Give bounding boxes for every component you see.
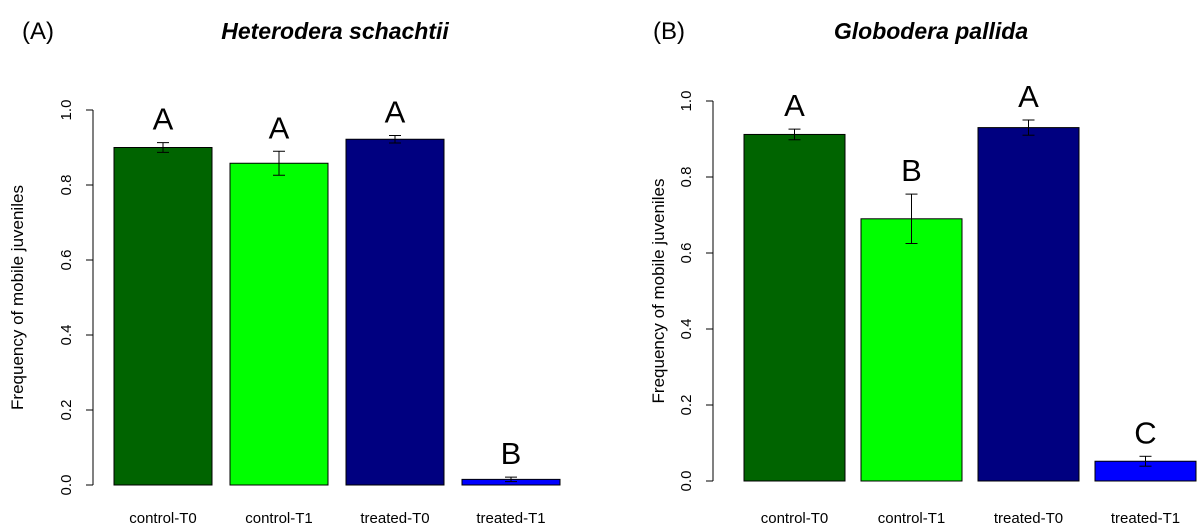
panel-b: (B) Globodera pallida 0.0 0.2 0.4 0.6 0.8 1.0 Fr… bbox=[649, 18, 1197, 525]
significance-letter: C bbox=[1134, 415, 1156, 450]
y-tick-label: 0.2 bbox=[678, 395, 695, 416]
significance-letter: A bbox=[153, 102, 174, 137]
y-tick-label: 0.4 bbox=[58, 325, 75, 346]
bar-control-T1 bbox=[229, 162, 329, 486]
significance-letter: A bbox=[1018, 79, 1039, 114]
x-category-label: treated-T0 bbox=[360, 510, 429, 525]
x-category-label: treated-T0 bbox=[994, 510, 1063, 525]
y-tick-label: 1.0 bbox=[678, 91, 695, 112]
y-tick-label: 0.6 bbox=[678, 243, 695, 264]
significance-letter: B bbox=[501, 436, 522, 471]
significance-letter: A bbox=[269, 110, 290, 145]
chart-title: Heterodera schachtii bbox=[221, 18, 449, 44]
bar-treated-T0 bbox=[977, 127, 1080, 482]
y-axis-label: Frequency of mobile juveniles bbox=[649, 179, 668, 404]
chart-title: Globodera pallida bbox=[834, 18, 1028, 44]
panel-label: (B) bbox=[653, 18, 685, 45]
x-category-label: treated-T1 bbox=[476, 510, 545, 525]
bar-control-T1 bbox=[860, 218, 963, 482]
y-tick-label: 0.0 bbox=[58, 475, 75, 496]
y-tick-label: 0.8 bbox=[678, 167, 695, 188]
panel-label: (A) bbox=[22, 18, 54, 45]
y-tick-label: 0.0 bbox=[678, 471, 695, 492]
y-tick-label: 1.0 bbox=[58, 100, 75, 121]
y-tick-label: 0.6 bbox=[58, 250, 75, 271]
bar-control-T0 bbox=[113, 147, 213, 486]
significance-letter: B bbox=[901, 153, 922, 188]
y-tick-label: 0.2 bbox=[58, 400, 75, 421]
significance-letter: A bbox=[784, 88, 805, 123]
y-axis-label: Frequency of mobile juveniles bbox=[8, 185, 27, 410]
x-category-label: control-T1 bbox=[878, 510, 946, 525]
x-category-label: control-T1 bbox=[245, 510, 313, 525]
x-category-label: control-T0 bbox=[129, 510, 197, 525]
bar-control-T0 bbox=[743, 133, 846, 482]
x-category-label: treated-T1 bbox=[1111, 510, 1180, 525]
x-category-label: control-T0 bbox=[761, 510, 829, 525]
panel-a: (A) Heterodera schachtii 0.0 0.2 0.4 0.6 0.8 1.… bbox=[8, 18, 561, 525]
bar-treated-T0 bbox=[345, 138, 445, 486]
significance-letter: A bbox=[385, 95, 406, 130]
y-tick-label: 0.4 bbox=[678, 319, 695, 340]
y-tick-label: 0.8 bbox=[58, 175, 75, 196]
